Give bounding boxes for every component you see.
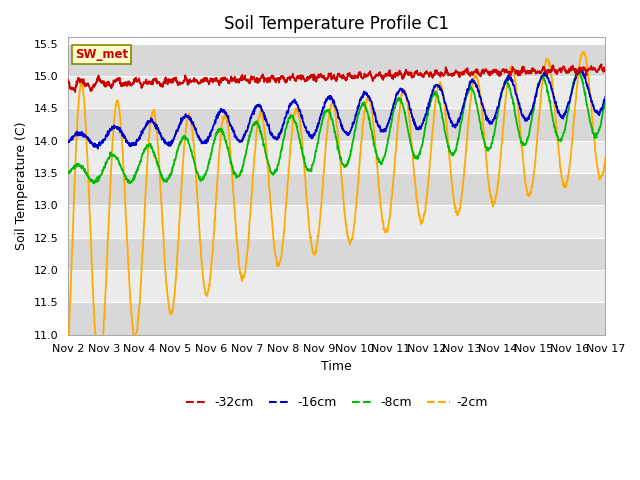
- Text: SW_met: SW_met: [75, 48, 128, 61]
- Bar: [68, 238, 605, 270]
- X-axis label: Time: Time: [321, 360, 352, 373]
- Bar: [68, 173, 605, 205]
- Bar: [68, 108, 605, 141]
- Bar: [68, 76, 605, 108]
- Legend: -32cm, -16cm, -8cm, -2cm: -32cm, -16cm, -8cm, -2cm: [180, 391, 493, 414]
- Bar: [68, 141, 605, 173]
- Y-axis label: Soil Temperature (C): Soil Temperature (C): [15, 121, 28, 250]
- Bar: [68, 44, 605, 76]
- Bar: [68, 205, 605, 238]
- Bar: [68, 270, 605, 302]
- Title: Soil Temperature Profile C1: Soil Temperature Profile C1: [224, 15, 449, 33]
- Bar: [68, 302, 605, 335]
